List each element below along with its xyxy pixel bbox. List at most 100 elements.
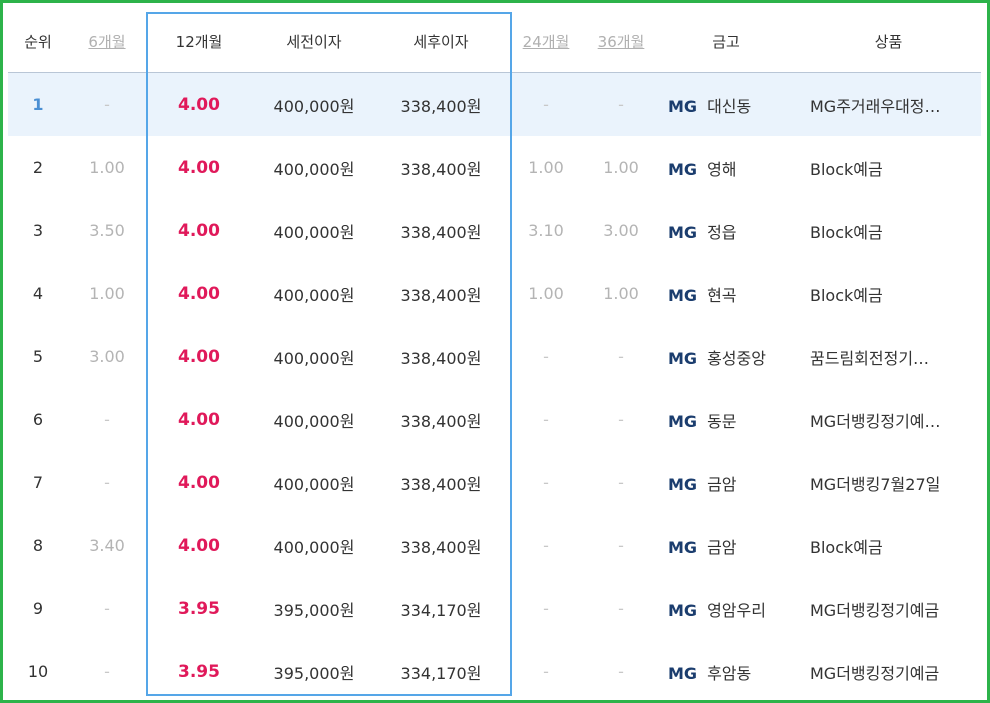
bank-cell: MG 영암우리 <box>656 577 796 640</box>
rate-24m-cell: - <box>543 347 549 366</box>
bank-name: 대신동 <box>707 96 752 116</box>
mg-logo-icon: MG <box>668 537 698 557</box>
rate-12m-cell: 4.00 <box>178 535 220 556</box>
rate-6m-cell: - <box>104 473 110 492</box>
column-header-12m: 12개월 <box>146 10 252 73</box>
rate-36m-cell: - <box>618 599 624 618</box>
post-tax-interest-cell: 338,400원 <box>400 222 482 242</box>
rate-24m-cell: - <box>543 410 549 429</box>
rate-24m-cell: 1.00 <box>528 284 564 303</box>
rate-6m-cell: 1.00 <box>89 158 125 177</box>
rate-12m-cell: 4.00 <box>178 409 220 430</box>
product-cell: Block예금 <box>810 537 883 557</box>
table-row[interactable]: 3 3.50 4.00 400,000원 338,400원 3.10 3.00 … <box>8 199 981 262</box>
post-tax-interest-cell: 334,170원 <box>400 663 482 683</box>
rate-36m-cell: - <box>618 347 624 366</box>
table-row[interactable]: 7 - 4.00 400,000원 338,400원 - - MG 금암 MG더뱅… <box>8 451 981 514</box>
mg-logo-icon: MG <box>668 348 698 368</box>
rate-24m-cell: 3.10 <box>528 221 564 240</box>
rate-36m-cell: - <box>618 662 624 681</box>
rate-6m-cell: - <box>68 72 146 136</box>
bank-name: 영암우리 <box>707 600 766 620</box>
product-cell: MG더뱅킹정기예금 <box>810 600 940 620</box>
column-header-6m[interactable]: 6개월 <box>68 10 146 73</box>
rate-6m-cell: 1.00 <box>89 284 125 303</box>
pre-tax-interest-cell: 395,000원 <box>273 663 355 683</box>
column-header-bank: 금고 <box>656 10 796 73</box>
pre-tax-interest-cell: 400,000원 <box>273 411 355 431</box>
rate-6m-cell: - <box>104 662 110 681</box>
bank-cell: MG 동문 <box>656 388 796 451</box>
rate-36m-cell: - <box>618 473 624 492</box>
rate-24m-cell: - <box>543 599 549 618</box>
table-row[interactable]: 1 - 4.00 400,000원 338,400원 - - MG 대신동 MG주… <box>8 72 981 136</box>
mg-logo-icon: MG <box>668 96 698 116</box>
table-header-row: 순위 6개월 12개월 세전이자 세후이자 24개월 36개월 금고 상품 <box>8 10 981 73</box>
pre-tax-interest-cell: 400,000원 <box>273 285 355 305</box>
rank-cell: 4 <box>32 284 44 303</box>
post-tax-interest-cell: 338,400원 <box>400 411 482 431</box>
mg-logo-icon: MG <box>668 222 698 242</box>
product-cell: MG더뱅킹정기예금 <box>810 663 940 683</box>
table-row[interactable]: 2 1.00 4.00 400,000원 338,400원 1.00 1.00 … <box>8 136 981 199</box>
bank-cell: MG 후암동 <box>656 640 796 703</box>
rate-12m-cell: 3.95 <box>178 661 220 682</box>
rank-cell: 5 <box>32 347 44 366</box>
mg-logo-icon: MG <box>668 474 698 494</box>
rank-cell: 3 <box>32 221 44 240</box>
rank-cell: 7 <box>32 473 44 492</box>
bank-cell: MG 영해 <box>656 136 796 199</box>
bank-cell: MG 현곡 <box>656 262 796 325</box>
product-cell: 꿈드림회전정기… <box>810 348 930 368</box>
column-header-product: 상품 <box>796 10 981 73</box>
rank-cell: 10 <box>27 662 49 681</box>
bank-name: 금암 <box>707 537 737 557</box>
rate-12m-cell: 4.00 <box>178 220 220 241</box>
pre-tax-interest-cell: 400,000원 <box>273 159 355 179</box>
rate-36m-cell: - <box>586 72 656 136</box>
table-body: 1 - 4.00 400,000원 338,400원 - - MG 대신동 MG주… <box>8 72 981 703</box>
table-row[interactable]: 4 1.00 4.00 400,000원 338,400원 1.00 1.00 … <box>8 262 981 325</box>
rate-12m-cell: 4.00 <box>178 346 220 367</box>
rate-36m-cell: 1.00 <box>603 158 639 177</box>
rate-12m-cell: 4.00 <box>178 157 220 178</box>
table-row[interactable]: 8 3.40 4.00 400,000원 338,400원 - - MG 금암 B… <box>8 514 981 577</box>
rate-24m-cell: - <box>543 536 549 555</box>
rate-36m-cell: 1.00 <box>603 284 639 303</box>
rate-24m-cell: - <box>543 662 549 681</box>
table-row[interactable]: 9 - 3.95 395,000원 334,170원 - - MG 영암우리 MG… <box>8 577 981 640</box>
bank-cell: MG 홍성중앙 <box>656 325 796 388</box>
deposit-rate-table: 순위 6개월 12개월 세전이자 세후이자 24개월 36개월 금고 상품 1 … <box>8 10 981 703</box>
mg-logo-icon: MG <box>668 159 698 179</box>
rank-cell: 1 <box>8 72 68 136</box>
product-cell: Block예금 <box>810 222 883 242</box>
rate-6m-cell: 3.50 <box>89 221 125 240</box>
pre-tax-interest-cell: 395,000원 <box>273 600 355 620</box>
table-row[interactable]: 5 3.00 4.00 400,000원 338,400원 - - MG 홍성중앙… <box>8 325 981 388</box>
bank-name: 동문 <box>707 411 737 431</box>
product-cell: MG더뱅킹정기예… <box>810 411 941 431</box>
table-row[interactable]: 6 - 4.00 400,000원 338,400원 - - MG 동문 MG더뱅… <box>8 388 981 451</box>
post-tax-interest-cell: 338,400원 <box>400 474 482 494</box>
table-row[interactable]: 10 - 3.95 395,000원 334,170원 - - MG 후암동 MG… <box>8 640 981 703</box>
column-header-36m[interactable]: 36개월 <box>586 10 656 73</box>
bank-cell: MG 금암 <box>656 514 796 577</box>
rate-12m-cell: 4.00 <box>178 283 220 304</box>
column-header-post-tax: 세후이자 <box>376 10 506 73</box>
rate-24m-cell: - <box>543 473 549 492</box>
post-tax-interest-cell: 338,400원 <box>400 159 482 179</box>
column-header-24m[interactable]: 24개월 <box>506 10 586 73</box>
bank-name: 금암 <box>707 474 737 494</box>
bank-cell: MG 금암 <box>656 451 796 514</box>
bank-name: 정읍 <box>707 222 737 242</box>
rate-6m-cell: - <box>104 410 110 429</box>
column-header-rank: 순위 <box>8 10 68 73</box>
post-tax-interest-cell: 338,400원 <box>400 348 482 368</box>
post-tax-interest-cell: 338,400원 <box>400 285 482 305</box>
rate-6m-cell: - <box>104 599 110 618</box>
rate-24m-cell: 1.00 <box>528 158 564 177</box>
post-tax-interest-cell: 338,400원 <box>376 72 506 136</box>
bank-name: 후암동 <box>707 663 752 683</box>
pre-tax-interest-cell: 400,000원 <box>252 72 376 136</box>
rate-6m-cell: 3.00 <box>89 347 125 366</box>
